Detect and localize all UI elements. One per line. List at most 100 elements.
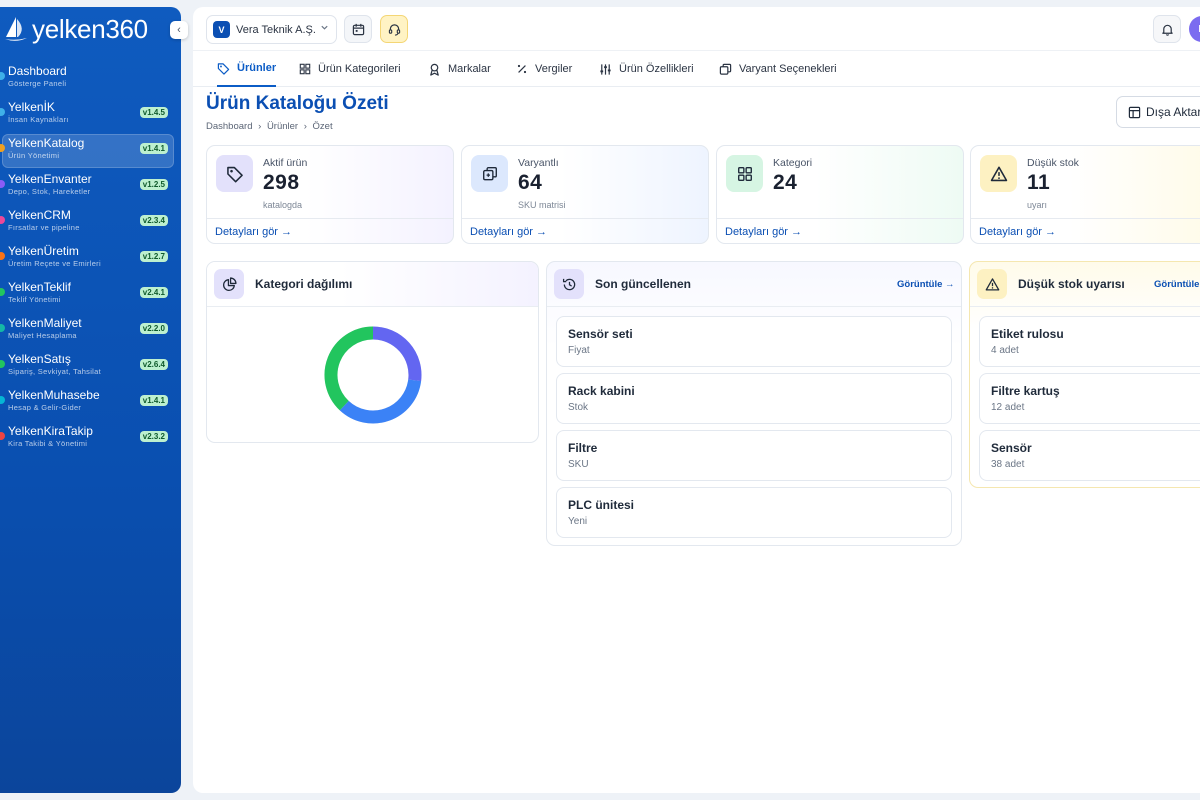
view-link[interactable]: Görüntüle → [897, 279, 955, 290]
version-badge: v1.2.5 [139, 179, 168, 190]
tab-label: Vergiler [535, 63, 573, 75]
list-item[interactable]: Sensör seti Fiyat [556, 316, 952, 367]
list-item[interactable]: Filtre SKU [556, 430, 952, 481]
topbar: V Vera Teknik A.Ş. D [193, 7, 1200, 51]
stat-value: 298 [263, 171, 300, 194]
tab-markalar[interactable]: Markalar [428, 51, 491, 87]
sliders-icon [600, 63, 611, 75]
sidebar-item-label: YelkenKatalog [8, 136, 85, 150]
notifications-button[interactable] [1153, 15, 1181, 43]
sidebar-item-yelkenik[interactable]: YelkenİK İnsan Kaynakları v1.4.5 [0, 98, 174, 132]
status-dot [0, 324, 5, 332]
stat-footer: Detayları gör → [462, 218, 708, 243]
list-item[interactable]: Filtre kartuş 12 adet [979, 373, 1200, 424]
brand-logo[interactable]: yelken360 [4, 13, 148, 45]
company-avatar: V [213, 21, 230, 38]
breadcrumb: Dashboard › Ürünler › Özet [206, 121, 336, 132]
stat-value: 11 [1027, 171, 1051, 194]
item-title: Filtre [568, 441, 598, 455]
item-sub: SKU [568, 459, 589, 470]
layers-icon [719, 63, 732, 75]
version-badge: v2.4.1 [139, 287, 168, 298]
details-link[interactable]: Detayları gör → [215, 226, 293, 238]
donut-slice-1 [339, 379, 422, 424]
sidebar-item-yelkenkiratakip[interactable]: YelkenKiraTakip Kira Takibi & Yönetimi v… [0, 422, 174, 456]
status-dot [0, 360, 5, 368]
breadcrumb-current: Özet [312, 121, 333, 132]
tab-label: Ürün Özellikleri [619, 63, 694, 75]
list-item[interactable]: Rack kabini Stok [556, 373, 952, 424]
status-dot [0, 216, 5, 224]
sidebar-collapse-button[interactable]: ‹ [170, 21, 188, 39]
company-selector[interactable]: V Vera Teknik A.Ş. [206, 15, 337, 44]
sidebar-item-yelkenmuhasebe[interactable]: YelkenMuhasebe Hesap & Gelir-Gider v1.4.… [0, 386, 174, 420]
sidebar-item-sub: Maliyet Hesaplama [8, 331, 77, 340]
recently-updated-panel: Son güncellenen Görüntüle → Sensör seti … [546, 261, 962, 546]
version-badge: v2.2.0 [139, 323, 168, 334]
tab-urunler[interactable]: Ürünler [217, 51, 277, 87]
sidebar-item-label: YelkenTeklif [8, 280, 71, 294]
panel-header: Son güncellenen Görüntüle → [547, 262, 961, 307]
tab-urun-kategorileri[interactable]: Ürün Kategorileri [299, 51, 401, 87]
sidebar-item-label: YelkenCRM [8, 208, 71, 222]
sidebar-item-yelkensatis[interactable]: YelkenSatış Sipariş, Sevkiyat, Tahsilat … [0, 350, 174, 384]
sidebar-item-sub: Gösterge Paneli [8, 79, 67, 88]
sidebar-item-yelkencrm[interactable]: YelkenCRM Fırsatlar ve pipeline v2.3.4 [0, 206, 174, 240]
export-label: Dışa Aktar [1146, 105, 1200, 119]
sidebar-item-dashboard[interactable]: Dashboard Gösterge Paneli [0, 62, 174, 96]
sidebar-item-yelkenteklif[interactable]: YelkenTeklif Teklif Yönetimi v2.4.1 [0, 278, 174, 312]
company-name: Vera Teknik A.Ş. [236, 23, 316, 36]
stat-card-dusuk-stok: Düşük stok 11 uyarı Detayları gör → [970, 145, 1200, 244]
user-avatar[interactable]: D [1189, 16, 1200, 42]
details-link[interactable]: Detayları gör → [979, 226, 1057, 238]
item-title: Filtre kartuş [991, 384, 1060, 398]
warning-icon [980, 155, 1017, 192]
list-item[interactable]: Etiket rulosu 4 adet [979, 316, 1200, 367]
item-sub: Fiyat [568, 345, 590, 356]
status-dot [0, 180, 5, 188]
tab-label: Ürün Kategorileri [318, 63, 401, 75]
sidebar-item-yelkenuretim[interactable]: YelkenÜretim Üretim Reçete ve Emirleri v… [0, 242, 174, 276]
sidebar-item-sub: Sipariş, Sevkiyat, Tahsilat [8, 367, 101, 376]
stat-label: Aktif ürün [263, 157, 308, 169]
sail-logo-icon [5, 17, 27, 41]
tab-vergiler[interactable]: Vergiler [516, 51, 572, 87]
version-badge: v1.2.7 [139, 251, 168, 262]
details-link[interactable]: Detayları gör → [470, 226, 548, 238]
item-sub: 38 adet [991, 459, 1025, 470]
stat-sub: katalogda [263, 200, 303, 210]
variants-icon [471, 155, 508, 192]
headset-icon [388, 23, 400, 36]
tag-icon [216, 155, 253, 192]
version-badge: v1.4.1 [139, 143, 168, 154]
table-export-icon [1128, 106, 1141, 118]
donut-slice-0 [372, 326, 422, 382]
list-item[interactable]: Sensör 38 adet [979, 430, 1200, 481]
breadcrumb-link[interactable]: Dashboard [206, 121, 253, 132]
details-link[interactable]: Detayları gör → [725, 226, 803, 238]
view-link[interactable]: Görüntüle → [1154, 279, 1200, 290]
panel-header: Kategori dağılımı [207, 262, 538, 307]
tab-urun-ozellikleri[interactable]: Ürün Özellikleri [599, 51, 694, 87]
sidebar-item-sub: Kira Takibi & Yönetimi [8, 439, 88, 448]
version-badge: v2.3.4 [139, 215, 168, 226]
item-title: Sensör seti [568, 327, 633, 341]
sidebar-item-label: YelkenEnvanter [8, 172, 92, 186]
sidebar: yelken360 Dashboard Gösterge Paneli Yelk… [0, 7, 181, 793]
sidebar-item-label: Dashboard [8, 64, 67, 78]
tab-bar: Ürünler Ürün Kategorileri Markalar Vergi… [193, 51, 1200, 87]
panel-title: Kategori dağılımı [255, 277, 353, 291]
tab-varyant-secenekleri[interactable]: Varyant Seçenekleri [719, 51, 837, 87]
support-button[interactable] [380, 15, 408, 43]
stat-footer: Detayları gör → [717, 218, 963, 243]
sidebar-item-yelkenkatalog[interactable]: YelkenKatalog Ürün Yönetimi v1.4.1 [0, 134, 174, 168]
list-item[interactable]: PLC ünitesi Yeni [556, 487, 952, 538]
export-button[interactable]: Dışa Aktar [1116, 96, 1200, 128]
tag-icon [217, 62, 230, 75]
sidebar-item-yelkenmaliyet[interactable]: YelkenMaliyet Maliyet Hesaplama v2.2.0 [0, 314, 174, 348]
calendar-button[interactable] [344, 15, 372, 43]
breadcrumb-link[interactable]: Ürünler [266, 121, 299, 132]
sidebar-item-yelkenenvanter[interactable]: YelkenEnvanter Depo, Stok, Hareketler v1… [0, 170, 174, 204]
warning-icon [977, 269, 1007, 299]
version-badge: v2.3.2 [139, 431, 168, 442]
